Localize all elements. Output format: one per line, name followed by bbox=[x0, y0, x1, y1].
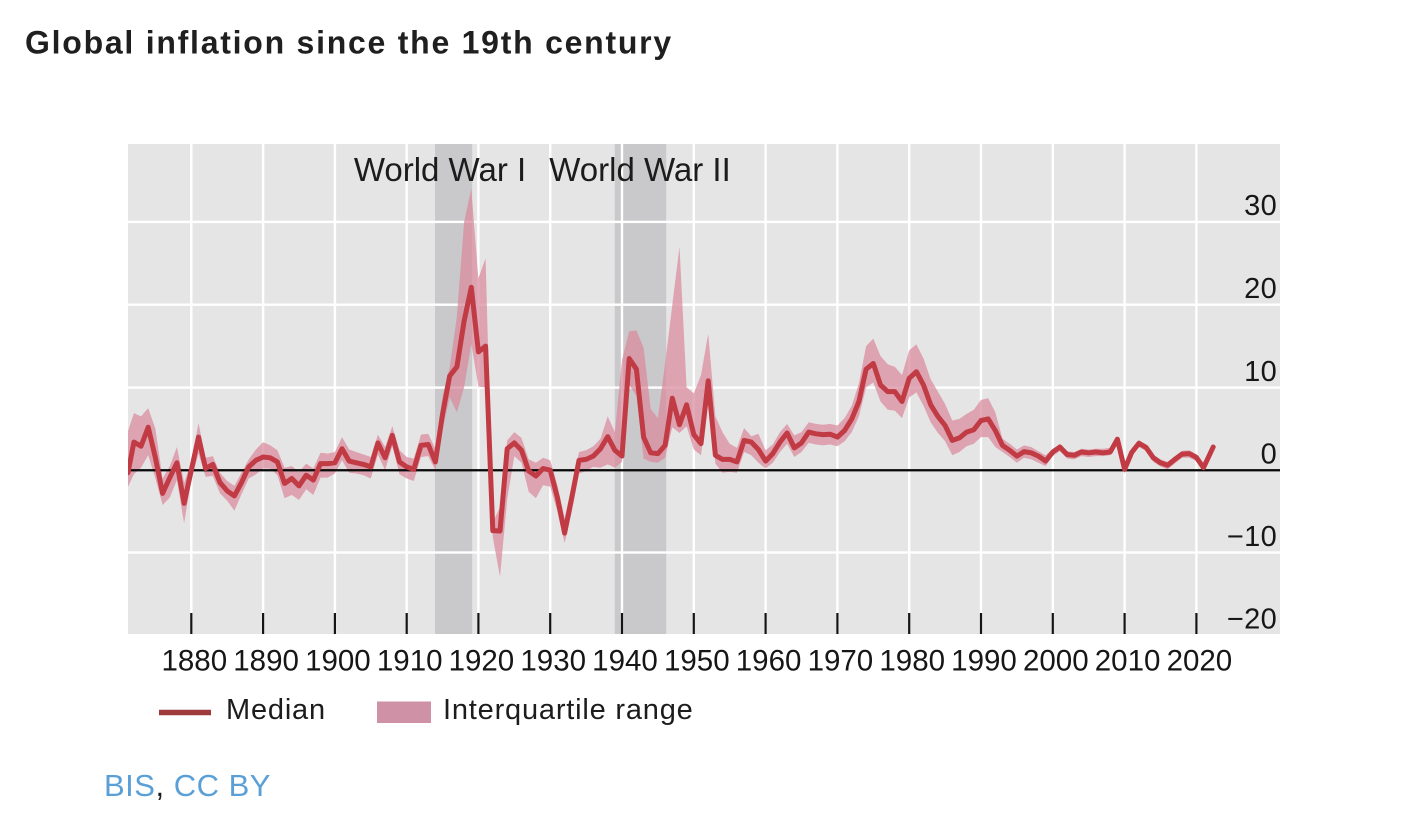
svg-text:1900: 1900 bbox=[305, 645, 371, 678]
svg-text:1990: 1990 bbox=[951, 645, 1017, 678]
svg-text:Global inflation since the 19t: Global inflation since the 19th century bbox=[25, 25, 673, 61]
svg-text:1930: 1930 bbox=[520, 645, 586, 678]
svg-text:1970: 1970 bbox=[808, 645, 874, 678]
svg-text:30: 30 bbox=[1244, 190, 1277, 222]
svg-text:World War II: World War II bbox=[549, 151, 731, 188]
svg-text:1880: 1880 bbox=[161, 645, 227, 678]
svg-text:−20: −20 bbox=[1227, 604, 1277, 636]
svg-text:BIS, CC BY: BIS, CC BY bbox=[104, 768, 271, 803]
svg-text:Interquartile range: Interquartile range bbox=[443, 694, 694, 726]
svg-text:1980: 1980 bbox=[879, 645, 945, 678]
svg-text:1920: 1920 bbox=[449, 645, 515, 678]
svg-text:1950: 1950 bbox=[664, 645, 730, 678]
svg-text:1890: 1890 bbox=[233, 645, 299, 678]
svg-text:1940: 1940 bbox=[592, 645, 658, 678]
svg-text:0: 0 bbox=[1261, 439, 1277, 471]
svg-text:Median: Median bbox=[226, 694, 326, 726]
svg-text:World War I: World War I bbox=[354, 151, 526, 188]
svg-text:−10: −10 bbox=[1227, 521, 1277, 553]
svg-text:2010: 2010 bbox=[1095, 645, 1161, 678]
svg-text:1960: 1960 bbox=[736, 645, 802, 678]
svg-text:2020: 2020 bbox=[1167, 645, 1233, 678]
svg-text:10: 10 bbox=[1244, 356, 1277, 388]
svg-text:1910: 1910 bbox=[377, 645, 443, 678]
svg-text:2000: 2000 bbox=[1023, 645, 1089, 678]
svg-text:20: 20 bbox=[1244, 273, 1277, 305]
